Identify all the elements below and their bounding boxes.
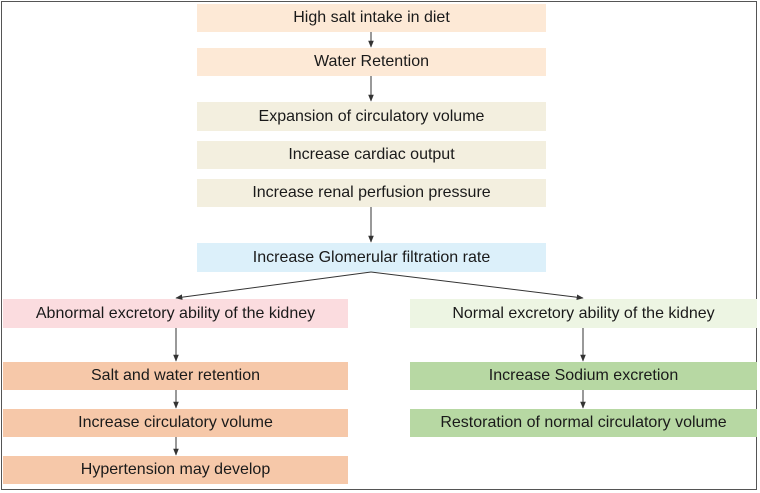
node-increase-circulatory-volume: Increase circulatory volume: [3, 409, 348, 437]
node-hypertension: Hypertension may develop: [3, 456, 348, 484]
node-high-salt-intake: High salt intake in diet: [197, 4, 546, 32]
node-increase-renal-perfusion: Increase renal perfusion pressure: [197, 179, 546, 207]
node-normal-excretory-ability: Normal excretory ability of the kidney: [410, 299, 757, 328]
node-increase-gfr: Increase Glomerular filtration rate: [197, 243, 546, 272]
node-restoration-circulatory-volume: Restoration of normal circulatory volume: [410, 409, 757, 437]
node-abnormal-excretory-ability: Abnormal excretory ability of the kidney: [3, 299, 348, 328]
node-expansion-circulatory-volume: Expansion of circulatory volume: [197, 102, 546, 131]
node-salt-water-retention: Salt and water retention: [3, 362, 348, 390]
node-increase-cardiac-output: Increase cardiac output: [197, 141, 546, 169]
node-increase-sodium-excretion: Increase Sodium excretion: [410, 362, 757, 390]
node-water-retention: Water Retention: [197, 48, 546, 76]
